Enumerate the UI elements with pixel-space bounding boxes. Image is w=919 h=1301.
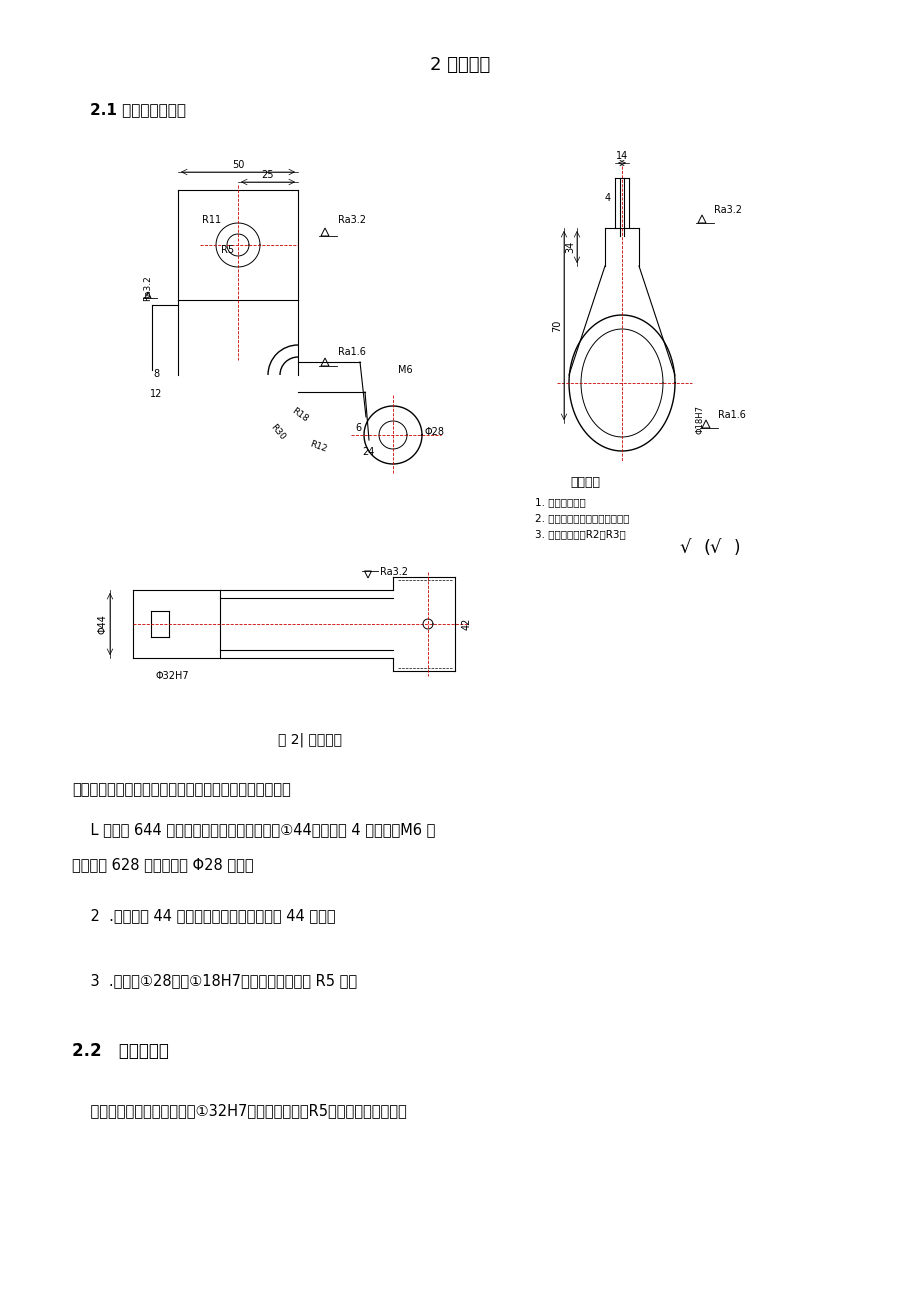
Text: M6: M6: [397, 366, 412, 375]
Text: 从吊架可以看出，此工件共有三组加工面，现分述如下：: 从吊架可以看出，此工件共有三组加工面，现分述如下：: [72, 782, 290, 798]
Text: Ra3.2: Ra3.2: [380, 567, 407, 578]
Text: R5: R5: [221, 245, 234, 255]
Text: 34: 34: [564, 241, 574, 254]
Text: 2.2   零件的作用: 2.2 零件的作用: [72, 1042, 169, 1060]
Text: 支架是起支撑作用的构架。①32H7孔插入吊杆中，R5孔与光杆连接，在其: 支架是起支撑作用的构架。①32H7孔插入吊杆中，R5孔与光杆连接，在其: [72, 1103, 406, 1118]
Text: Ra1.6: Ra1.6: [717, 410, 745, 420]
Text: 6: 6: [355, 423, 360, 433]
Text: Φ18H7: Φ18H7: [695, 406, 704, 435]
Text: Ra3.2: Ra3.2: [337, 215, 366, 225]
Text: R11: R11: [202, 215, 221, 225]
Text: R18: R18: [289, 406, 310, 424]
Text: 3  .以后侧①28面和①18H7孔为基准加工面为 R5 孔。: 3 .以后侧①28面和①18H7孔为基准加工面为 R5 孔。: [72, 973, 357, 987]
Text: Φ32H7: Φ32H7: [155, 671, 188, 680]
Text: 70: 70: [551, 319, 562, 332]
Text: 图 2| 吊架零件: 图 2| 吊架零件: [278, 732, 342, 747]
Text: 8: 8: [153, 369, 159, 379]
Text: Ra3.2: Ra3.2: [713, 206, 742, 215]
Text: 14: 14: [615, 151, 628, 161]
Text: L 以左侧 644 端面为基准加工面，包括右侧①44端面，宽 4 开口槽，M6 螺: L 以左侧 644 端面为基准加工面，包括右侧①44端面，宽 4 开口槽，M6 …: [72, 822, 435, 837]
Text: 3. 未注铸造圆角R2～R3。: 3. 未注铸造圆角R2～R3。: [535, 530, 625, 539]
Text: 2  .以右侧中 44 端面为基准加工面为左侧中 44 端面。: 2 .以右侧中 44 端面为基准加工面为左侧中 44 端面。: [72, 908, 335, 922]
Text: R12: R12: [308, 440, 327, 454]
Text: 纹，前侧 628 端面，后侧 Φ28 端面。: 纹，前侧 628 端面，后侧 Φ28 端面。: [72, 857, 254, 872]
Text: 24: 24: [361, 448, 374, 457]
Text: 2 零件分析: 2 零件分析: [429, 56, 490, 74]
Text: Φ44: Φ44: [98, 614, 108, 634]
Text: 2.1 零件详细分析图: 2.1 零件详细分析图: [90, 103, 186, 117]
Text: 25: 25: [262, 170, 274, 180]
Text: Φ28: Φ28: [425, 427, 445, 437]
Text: R30: R30: [268, 423, 287, 442]
Text: ): ): [733, 539, 740, 557]
Text: 12: 12: [150, 389, 162, 399]
Text: 1. 无铸造缺陷。: 1. 无铸造缺陷。: [535, 497, 585, 507]
Text: √: √: [678, 539, 690, 557]
Text: (√: (√: [703, 539, 721, 557]
Text: 50: 50: [232, 160, 244, 170]
Text: 42: 42: [461, 618, 471, 630]
Text: 技术要求: 技术要求: [570, 475, 599, 488]
Text: 2. 加工面去除毛刺、涂敷锈漆。: 2. 加工面去除毛刺、涂敷锈漆。: [535, 513, 629, 523]
Text: Ra1.6: Ra1.6: [337, 347, 366, 356]
Text: 4: 4: [605, 193, 610, 203]
Text: Ra3.2: Ra3.2: [143, 275, 153, 301]
